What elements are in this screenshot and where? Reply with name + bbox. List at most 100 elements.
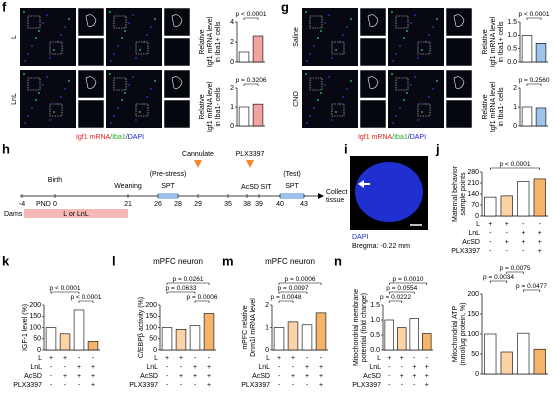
significance-bracket [526, 83, 542, 86]
marker [194, 160, 202, 168]
signal-dot [406, 30, 408, 32]
y-axis-label: Mitochondrial membrane [353, 289, 360, 366]
signal-dot [23, 73, 25, 75]
significance-bracket [278, 300, 294, 303]
signal-dot [68, 18, 70, 20]
micrograph [388, 8, 444, 66]
condition-label: PLX3397 [451, 248, 480, 255]
legend-part: /DAPI [408, 134, 426, 141]
condition-sign: - [50, 364, 53, 371]
condition-label: L [266, 355, 270, 362]
p-value: p = 0.0006 [285, 276, 316, 283]
y-tick-label: 0 [230, 123, 234, 130]
signal-dot [46, 14, 48, 16]
day-label: 39 [255, 201, 263, 208]
y-tick-label: 0.5 [507, 46, 517, 53]
panel-letter: h [2, 141, 10, 156]
signal-dot [417, 57, 419, 59]
signal-dot [23, 11, 25, 13]
y-axis-label: Igf1 mRNA level [207, 81, 214, 132]
signal-dot [68, 80, 70, 82]
condition-sign: + [387, 355, 391, 362]
signal-dot [121, 37, 123, 39]
bar [189, 325, 201, 351]
signal-dot [128, 84, 130, 86]
signal-dot [38, 30, 40, 32]
timeline-label: Weaning [114, 183, 142, 190]
y-axis-label: Mitochondrial ATP [452, 306, 459, 363]
signal-dot [305, 11, 307, 13]
signal-dot [392, 122, 394, 124]
bar [397, 327, 407, 351]
y-axis-label: mPFC relative [242, 305, 249, 349]
signal-dot [49, 57, 51, 59]
panel-letter: l [112, 253, 116, 268]
signal-dot [110, 122, 112, 124]
signal-dot [328, 14, 330, 16]
condition-label: AcSD [363, 373, 381, 380]
y-axis-label: Relative [482, 29, 489, 54]
bar [161, 327, 173, 351]
y-tick-label: 0 [153, 347, 157, 354]
panel-letter: m [222, 253, 234, 268]
day-label: 0 [53, 201, 57, 208]
signal-dot [410, 22, 412, 24]
micrograph-zoom [445, 99, 473, 129]
bar [45, 327, 57, 351]
y-tick-label: 1 [230, 104, 234, 111]
signal-dot [399, 45, 401, 47]
micrograph [20, 70, 76, 128]
roi-box [331, 103, 345, 117]
condition-sign: - [489, 239, 492, 246]
condition-sign: + [179, 355, 183, 362]
timeline-label: Dams [4, 211, 23, 218]
condition-sign: - [180, 382, 183, 389]
signal-dot [154, 18, 156, 20]
signal-dot [60, 34, 62, 36]
y-tick-label: 0 [475, 371, 479, 378]
bar [384, 319, 394, 351]
signal-dot [335, 111, 337, 113]
signal-dot [132, 14, 134, 16]
signal-dot [421, 111, 423, 113]
condition-sign: - [506, 248, 509, 255]
y-tick-label: 280 [467, 169, 479, 176]
signal-dot [395, 115, 397, 117]
day-label: 40 [276, 201, 284, 208]
p-value: p = 0.2560 [519, 77, 550, 84]
signal-dot [305, 73, 307, 75]
condition-sign: - [306, 355, 309, 362]
signal-dot [335, 49, 337, 51]
signal-dot [46, 76, 48, 78]
signal-dot [403, 37, 405, 39]
condition-label: LnL [369, 364, 381, 371]
y-tick-label: 100 [145, 324, 157, 331]
p-value: p < 0.0001 [71, 294, 102, 301]
bar [517, 181, 530, 217]
condition-label: PLX3397 [13, 382, 42, 389]
condition-sign: + [488, 221, 492, 228]
signal-dot [139, 111, 141, 113]
condition-sign: + [49, 355, 53, 362]
signal-dot [392, 60, 394, 62]
timeline-label: AcSD [241, 184, 259, 191]
condition-sign: - [278, 373, 281, 380]
condition-sign: + [521, 239, 525, 246]
stain-legend: Igf1 mRNA/Iba1/DAPI [76, 134, 144, 141]
condition-sign: - [388, 382, 391, 389]
y-tick-label: 0.5 [370, 332, 380, 339]
micrograph-zoom [77, 37, 105, 67]
condition-sign: + [412, 364, 416, 371]
signal-dot [110, 60, 112, 62]
signal-dot [306, 60, 308, 62]
cell-outline [453, 76, 465, 89]
bar [203, 313, 215, 351]
condition-sign: - [522, 248, 525, 255]
condition-label: PLX3397 [129, 382, 158, 389]
condition-sign: - [489, 248, 492, 255]
roi-box [331, 41, 345, 55]
condition-sign: + [319, 382, 323, 389]
signal-dot [27, 115, 29, 117]
p-value: p < 0.0001 [519, 11, 550, 18]
signal-dot [410, 84, 412, 86]
